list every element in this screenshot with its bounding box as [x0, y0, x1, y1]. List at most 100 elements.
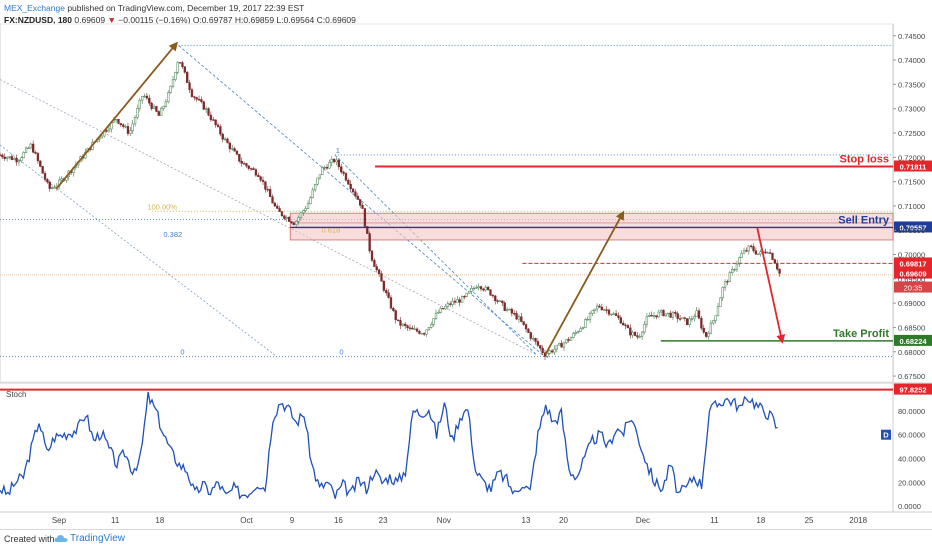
- candle-body: [10, 156, 13, 160]
- candle-body: [472, 287, 476, 290]
- candle-body: [171, 79, 175, 87]
- candle-body: [273, 202, 277, 207]
- candle-body: [226, 138, 229, 144]
- price-chart[interactable]: 100.00% 0.382 0.618 0 0 1 Stop loss 0.71811 Sel…: [0, 0, 932, 529]
- candle-body: [36, 153, 40, 162]
- candle-body: [17, 160, 21, 163]
- candle-body: [233, 148, 236, 152]
- candle-body: [652, 315, 656, 317]
- stochastic-panel[interactable]: Stoch 80.0000 60.0000 40.0000 20.0000 0.0000 9…: [0, 383, 932, 512]
- candle-body: [325, 166, 329, 169]
- candle-body: [323, 166, 326, 169]
- candle-body: [373, 260, 376, 267]
- candle-body: [456, 299, 459, 303]
- price-tick-label: 0.71000: [898, 202, 925, 211]
- candle-body: [581, 327, 585, 330]
- publisher-name[interactable]: MEX_Exchange: [4, 3, 65, 13]
- price-tag: [894, 160, 932, 172]
- candle-body: [669, 312, 672, 318]
- candle-body: [550, 350, 554, 353]
- candle-body: [662, 309, 665, 317]
- stoch-line: [0, 391, 778, 500]
- candle-body: [306, 203, 310, 209]
- last-price: 0.69609: [74, 15, 106, 25]
- stoch-tick-label: 20.0000: [898, 478, 925, 487]
- candle-body: [735, 263, 739, 270]
- fibonacci-retracement[interactable]: 100.00% 0.382 0.618 0 0 1: [0, 44, 894, 358]
- time-tick-label: 20: [559, 516, 568, 525]
- candle-body: [347, 179, 350, 185]
- candle-body: [328, 162, 331, 169]
- candle-body: [271, 196, 274, 204]
- price-tag-label: 0.71811: [900, 162, 927, 171]
- trade-level-label[interactable]: Stop loss: [839, 153, 889, 165]
- candle-body: [693, 316, 696, 320]
- price-panel-frame: [0, 23, 894, 383]
- candle-body: [349, 183, 352, 190]
- price-tick-label: 0.72500: [898, 129, 925, 138]
- price-tick-label: 0.69500: [898, 275, 925, 284]
- candle-body: [382, 281, 386, 291]
- candle-body: [193, 96, 196, 98]
- candle-body: [138, 99, 141, 109]
- candlestick-series: [0, 60, 781, 360]
- trade-level-label[interactable]: Take Profit: [833, 328, 889, 340]
- stoch-price-tag-label: 97.8252: [899, 386, 926, 395]
- price-tick-label: 0.74500: [898, 32, 925, 41]
- footer-bar: Created with TradingView: [0, 529, 932, 551]
- candle-body: [295, 221, 298, 225]
- symbol-label[interactable]: FX:NZDUSD, 180: [4, 15, 73, 25]
- candle-body: [178, 62, 182, 64]
- stoch-tick-label: 40.0000: [898, 455, 925, 464]
- candle-body: [441, 307, 445, 310]
- candle-body: [202, 101, 205, 110]
- candle-body: [430, 324, 433, 328]
- tradingview-logo[interactable]: TradingView: [54, 533, 125, 544]
- arrow-up-projection[interactable]: [544, 210, 625, 355]
- candle-body: [641, 331, 644, 337]
- price-tick-label: 0.68500: [898, 323, 925, 332]
- candle-body: [607, 309, 611, 315]
- cloud-icon: [54, 534, 68, 542]
- price-tag-label: 0.69817: [899, 259, 926, 268]
- candle-body: [629, 327, 632, 336]
- candle-body: [560, 343, 563, 348]
- candle-body: [136, 107, 139, 118]
- candle-body: [377, 269, 381, 274]
- candle-body: [5, 157, 9, 159]
- candle-body: [418, 330, 421, 334]
- candle-body: [468, 291, 471, 294]
- candle-body: [283, 215, 286, 219]
- candle-body: [569, 337, 573, 341]
- ohlc-values: O:0.69787 H:0.69859 L:0.69564 C:0.69609: [192, 15, 356, 25]
- arrow-down-target[interactable]: [756, 227, 786, 344]
- candle-body: [624, 324, 627, 327]
- candle-body: [482, 288, 485, 291]
- arrow-up-trend[interactable]: [55, 41, 178, 190]
- trend-arrows[interactable]: [55, 41, 786, 355]
- candle-body: [212, 119, 215, 121]
- trade-level-label[interactable]: Sell Entry: [838, 214, 890, 226]
- candle-body: [344, 173, 348, 181]
- time-tick-label: 23: [379, 516, 388, 525]
- candle-body: [657, 311, 660, 318]
- candle-body: [595, 305, 599, 310]
- candle-body: [181, 62, 184, 67]
- price-change: −0.00115 (−0.16%): [118, 15, 191, 25]
- candle-body: [276, 205, 279, 209]
- price-tag: [894, 267, 932, 279]
- candle-body: [188, 82, 191, 90]
- trade-levels[interactable]: Stop loss 0.71811 Sell Entry 0.70557 Take Pr…: [290, 153, 932, 346]
- candle-body: [406, 325, 409, 329]
- candle-body: [676, 313, 679, 319]
- candle-body: [626, 325, 630, 329]
- candle-body: [674, 312, 677, 314]
- candle-body: [778, 268, 781, 274]
- candle-body: [517, 316, 521, 320]
- candle-body: [401, 323, 404, 326]
- stoch-series-marker: [881, 429, 891, 440]
- candle-body: [245, 163, 248, 167]
- candle-body: [27, 147, 30, 149]
- candle-body: [15, 158, 18, 163]
- candle-body: [342, 171, 345, 174]
